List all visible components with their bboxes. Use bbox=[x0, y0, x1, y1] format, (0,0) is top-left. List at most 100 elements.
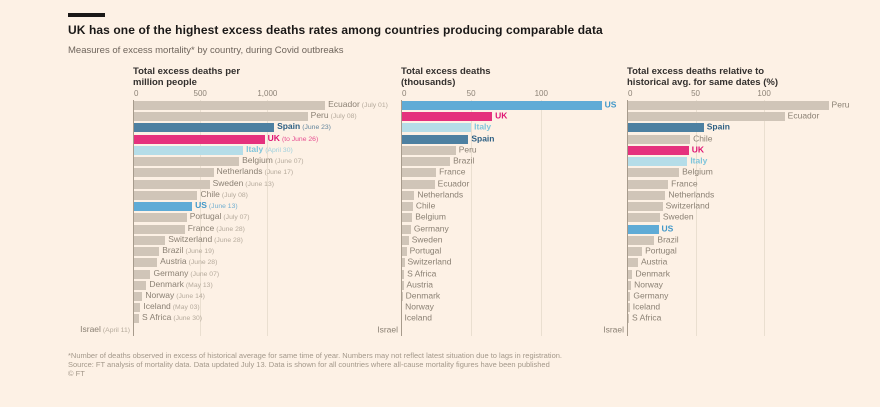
bar-row-chile: Chile bbox=[627, 134, 845, 145]
bar-denmark bbox=[627, 269, 633, 279]
bar-label: Denmark (May 13) bbox=[149, 279, 212, 290]
country-name: Sweden bbox=[212, 177, 244, 188]
bar-germany bbox=[401, 224, 411, 234]
country-name: S Africa bbox=[142, 312, 172, 323]
bar-row-peru: Peru bbox=[627, 100, 850, 111]
bar-germany bbox=[627, 291, 631, 301]
bar-spain bbox=[133, 123, 275, 133]
axis-tick-label: 0 bbox=[134, 89, 139, 98]
bar-label: UK (to June 26) bbox=[268, 133, 319, 144]
bar-label: Netherlands (June 17) bbox=[217, 167, 294, 177]
bar-row-austria: Austria bbox=[401, 280, 610, 291]
data-date: (July 07) bbox=[223, 214, 250, 222]
bar-sweden bbox=[133, 179, 210, 189]
bar-netherlands bbox=[401, 190, 415, 200]
country-name: US bbox=[195, 200, 207, 211]
bar-row-denmark: Denmark bbox=[401, 291, 610, 302]
bar-france bbox=[627, 179, 669, 189]
country-name: Iceland bbox=[143, 301, 171, 312]
country-name: UK bbox=[691, 144, 704, 155]
bar-label: France bbox=[439, 167, 465, 177]
bar-row-s-africa: S Africa bbox=[627, 313, 845, 324]
data-date: (June 19) bbox=[185, 248, 215, 256]
bar-label: Portugal (July 07) bbox=[190, 212, 250, 222]
bar-row-spain: Spain bbox=[627, 122, 845, 133]
bar-row-ecuador: Ecuador bbox=[627, 111, 845, 122]
country-name: Sweden bbox=[411, 234, 443, 245]
bar-row-italy: Italy (April 30) bbox=[133, 144, 395, 156]
axis-line bbox=[401, 100, 402, 336]
bar-row-belgium: Belgium bbox=[627, 167, 845, 178]
page-title: UK has one of the highest excess deaths … bbox=[68, 23, 603, 37]
bar-row-portugal: Portugal bbox=[627, 246, 845, 257]
data-date: (June 28) bbox=[214, 236, 243, 244]
country-name: Netherlands bbox=[216, 166, 263, 177]
axis-tick-label: 50 bbox=[466, 89, 476, 98]
bar-uk bbox=[133, 134, 265, 144]
bar-brazil bbox=[627, 235, 655, 245]
axis-line bbox=[133, 100, 134, 336]
bar-label: Austria bbox=[641, 257, 667, 267]
bar-label: Spain bbox=[471, 134, 494, 143]
bar-rows: Peru Ecuador Spain Chile UK Italy Belgium Franc… bbox=[603, 100, 850, 336]
bar-row-italy: Italy bbox=[627, 156, 845, 167]
bar-netherlands bbox=[133, 168, 214, 178]
data-date: (June 17) bbox=[264, 169, 294, 177]
country-name: Netherlands bbox=[668, 189, 715, 200]
country-name: Italy bbox=[474, 121, 492, 132]
data-date: (July 08) bbox=[330, 113, 357, 121]
bar-row-israel: Israel (April 11) bbox=[80, 324, 395, 336]
bar-label: UK bbox=[495, 111, 507, 121]
bar-label: Italy bbox=[474, 121, 492, 132]
data-date: (April 30) bbox=[265, 146, 293, 154]
bar-ecuador bbox=[401, 179, 435, 189]
page-subtitle: Measures of excess mortality* by country… bbox=[68, 45, 344, 56]
bar-ecuador bbox=[627, 112, 785, 122]
country-name: Iceland bbox=[404, 312, 432, 323]
country-name: Spain bbox=[471, 133, 495, 144]
bar-row-iceland: Iceland bbox=[401, 313, 610, 324]
footer: *Number of deaths observed in excess of … bbox=[68, 351, 562, 378]
bar-germany bbox=[133, 269, 151, 279]
bar-austria bbox=[627, 258, 638, 268]
bar-row-france: France bbox=[627, 179, 845, 190]
bar-switzerland bbox=[627, 202, 663, 212]
bar-austria bbox=[401, 280, 404, 290]
axis-tick-label: 0 bbox=[628, 89, 633, 98]
bar-row-israel: Israel bbox=[603, 325, 845, 336]
bar-label: Israel bbox=[377, 325, 398, 334]
axis-line bbox=[627, 100, 628, 336]
country-name: Ecuador bbox=[787, 110, 820, 121]
bar-sweden bbox=[627, 213, 660, 223]
data-date: (June 14) bbox=[176, 292, 205, 300]
bar-label: Sweden bbox=[412, 235, 443, 244]
bar-row-norway: Norway bbox=[401, 302, 610, 313]
bar-france bbox=[133, 224, 185, 234]
country-name: Denmark bbox=[635, 268, 670, 279]
country-name: Germany bbox=[153, 267, 189, 278]
data-date: (June 23) bbox=[302, 124, 331, 132]
bar-row-israel: Israel bbox=[377, 325, 610, 336]
bar-italy bbox=[401, 123, 472, 133]
bar-row-iceland: Iceland bbox=[627, 302, 845, 313]
axis-tick-label: 0 bbox=[402, 89, 407, 98]
bar-portugal bbox=[401, 247, 407, 257]
bar-label: Peru (July 08) bbox=[311, 111, 357, 121]
chart-title: Total excess deaths (thousands) bbox=[401, 66, 610, 89]
bar-label: Portugal bbox=[410, 246, 442, 256]
chart-title: Total excess deaths relative to historica… bbox=[627, 66, 845, 89]
country-name: Switzerland bbox=[665, 200, 710, 211]
axis-tick-label: 50 bbox=[691, 89, 700, 98]
bar-label: US (June 13) bbox=[195, 201, 238, 211]
bar-label: Israel (April 11) bbox=[80, 324, 130, 335]
bar-row-portugal: Portugal (July 07) bbox=[133, 212, 395, 223]
country-name: Belgium bbox=[682, 166, 713, 177]
bar-portugal bbox=[133, 213, 187, 223]
axis-tick-labels: 0 50 100 bbox=[401, 89, 610, 99]
bar-row-s-africa: S Africa (June 30) bbox=[133, 313, 395, 324]
bar-belgium bbox=[401, 213, 413, 223]
bar-label: Switzerland bbox=[665, 200, 710, 211]
country-name: Germany bbox=[633, 290, 669, 301]
bar-row-netherlands: Netherlands bbox=[627, 190, 845, 201]
bar-uk bbox=[401, 112, 493, 122]
